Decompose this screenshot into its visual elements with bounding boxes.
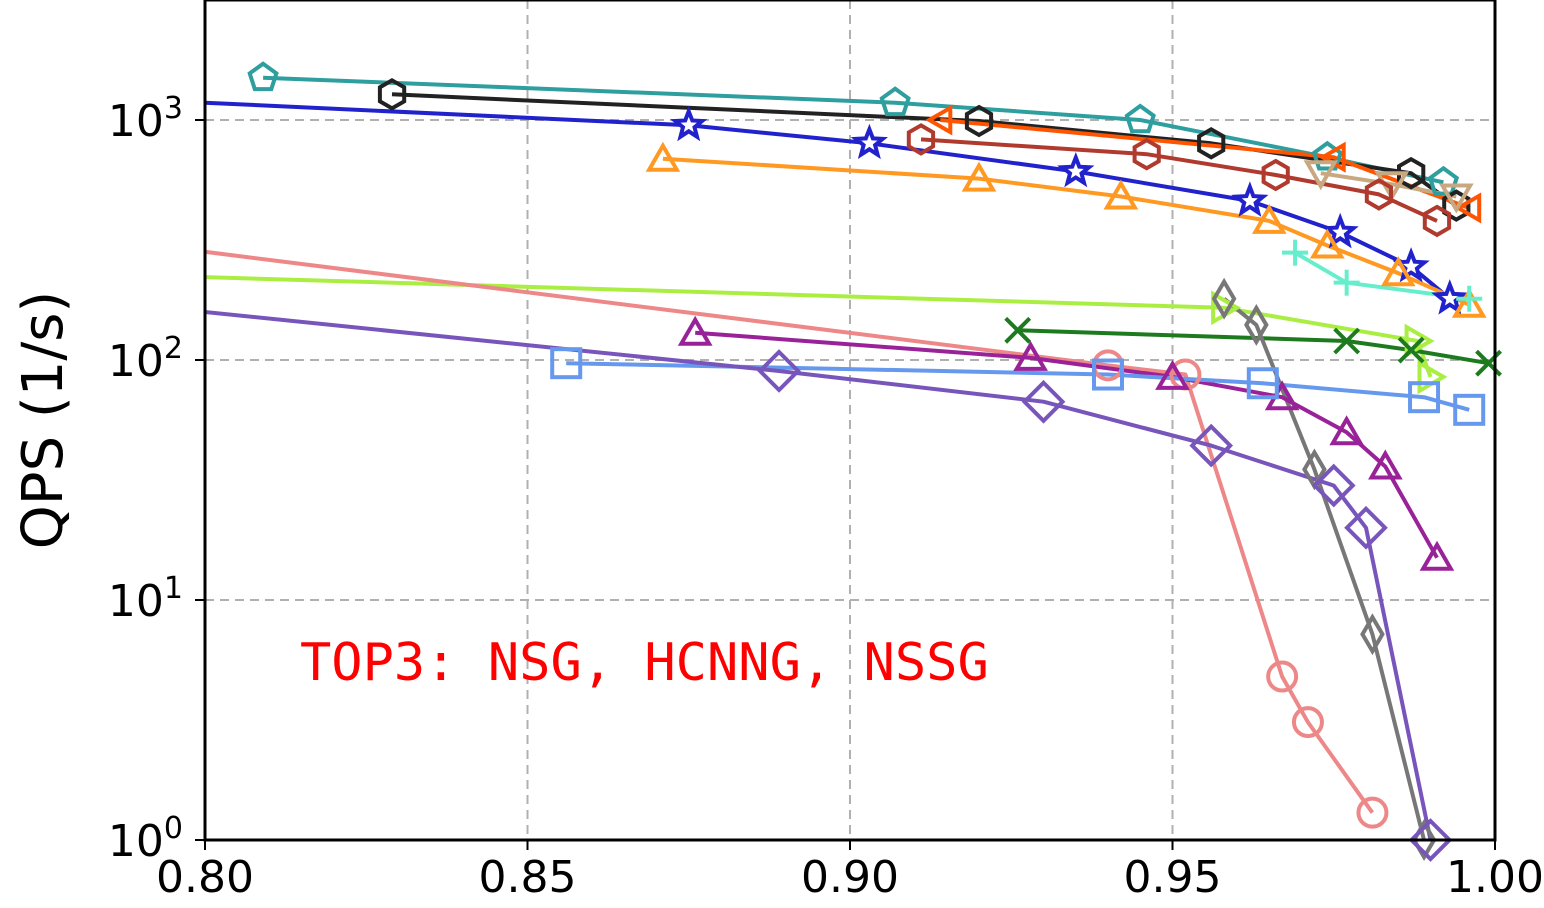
x-tick-label: 0.85 bbox=[479, 852, 577, 903]
annotation-top3: TOP3: NSG, HCNNG, NSSG bbox=[300, 633, 989, 693]
data-point-star bbox=[1057, 151, 1095, 188]
data-point-pentagon bbox=[879, 86, 911, 117]
data-point-triangle bbox=[1380, 256, 1416, 287]
x-tick-label: 1.00 bbox=[1446, 852, 1544, 903]
y-tick-label: 101 bbox=[108, 571, 183, 627]
series-line bbox=[205, 309, 1433, 840]
y-tick-exponent: 1 bbox=[164, 571, 183, 606]
data-point-hexagon bbox=[906, 123, 936, 156]
data-point-triangle bbox=[1103, 179, 1139, 210]
data-point-triangle bbox=[1368, 449, 1403, 480]
data-point-triangle bbox=[645, 141, 681, 172]
data-point-x bbox=[1333, 327, 1361, 355]
y-tick-label: 102 bbox=[108, 331, 183, 387]
data-point-star bbox=[1321, 212, 1359, 249]
x-tick-label: 0.95 bbox=[1124, 852, 1222, 903]
data-point-triangle bbox=[1251, 203, 1287, 234]
x-tick-label: 0.80 bbox=[156, 852, 254, 903]
series-line bbox=[1222, 297, 1426, 840]
data-point-hexagon bbox=[1422, 204, 1452, 238]
data-point-tri-down bbox=[1303, 160, 1339, 191]
data-point-pentagon bbox=[1311, 140, 1343, 171]
data-point-square bbox=[550, 347, 583, 380]
data-point-diamond bbox=[1189, 423, 1234, 468]
data-point-hexagon bbox=[1397, 156, 1426, 190]
data-point-hexagon bbox=[1261, 158, 1290, 192]
series-line bbox=[205, 275, 1433, 378]
data-point-diamond bbox=[1021, 379, 1066, 424]
data-point-tri-left bbox=[1454, 192, 1482, 224]
markers-layer bbox=[247, 61, 1502, 862]
data-point-square bbox=[1246, 367, 1279, 400]
data-point-x bbox=[1475, 349, 1502, 377]
data-point-hexagon bbox=[964, 104, 994, 138]
x-axis: 0.80 0.85 0.90 0.95 1.00 bbox=[156, 840, 1544, 903]
data-point-diamond bbox=[757, 349, 801, 393]
data-point-hexagon bbox=[377, 77, 407, 111]
data-point-square bbox=[1408, 381, 1441, 414]
data-point-triangle bbox=[1013, 340, 1048, 371]
data-point-diamond bbox=[1408, 818, 1453, 862]
data-point-diamond bbox=[1344, 505, 1388, 550]
series-line bbox=[695, 330, 1439, 559]
data-point-triangle bbox=[1419, 540, 1455, 571]
series-line bbox=[662, 156, 1471, 307]
series-line bbox=[1017, 328, 1489, 366]
data-point-tri-down bbox=[1438, 183, 1474, 214]
y-tick-label: 103 bbox=[108, 91, 183, 147]
data-point-hexagon bbox=[1197, 126, 1226, 160]
y-axis-label: QPS (1/s) bbox=[11, 291, 76, 550]
data-point-triangle bbox=[961, 161, 997, 192]
y-tick-base: 10 bbox=[108, 336, 164, 387]
data-point-triangle bbox=[677, 315, 713, 346]
data-point-pentagon bbox=[247, 61, 279, 92]
series-layer bbox=[205, 75, 1489, 840]
data-point-circle bbox=[1356, 796, 1389, 829]
data-point-x bbox=[1397, 336, 1425, 364]
data-point-hexagon bbox=[1442, 189, 1471, 222]
x-tick-label: 0.90 bbox=[801, 852, 899, 903]
y-tick-base: 10 bbox=[108, 816, 164, 867]
y-tick-base: 10 bbox=[108, 96, 164, 147]
data-point-circle bbox=[1266, 660, 1299, 693]
y-tick-exponent: 0 bbox=[164, 811, 183, 846]
data-point-triangle bbox=[1309, 228, 1345, 259]
data-point-pentagon bbox=[1427, 165, 1460, 196]
series-line bbox=[205, 249, 1375, 814]
y-tick-exponent: 2 bbox=[164, 331, 183, 366]
data-point-thin-diamond bbox=[1360, 613, 1385, 656]
data-point-hexagon bbox=[1132, 137, 1161, 171]
series-line bbox=[391, 92, 1458, 208]
y-tick-exponent: 3 bbox=[164, 91, 183, 126]
data-point-thin-diamond bbox=[1211, 277, 1237, 320]
data-point-triangle bbox=[1329, 415, 1364, 446]
data-point-pentagon bbox=[1124, 103, 1156, 134]
data-point-x bbox=[1004, 316, 1032, 344]
data-point-triangle bbox=[1155, 359, 1190, 390]
data-point-star bbox=[850, 123, 888, 160]
data-point-star bbox=[1431, 279, 1469, 315]
data-point-star bbox=[670, 105, 708, 142]
data-point-hexagon bbox=[1364, 178, 1393, 211]
data-point-diamond bbox=[1311, 463, 1356, 508]
data-point-star bbox=[1231, 181, 1269, 217]
data-point-tri-right bbox=[1404, 323, 1435, 359]
data-point-tri-left bbox=[925, 104, 953, 136]
series-line bbox=[920, 137, 1438, 223]
data-point-thin-diamond bbox=[1244, 303, 1269, 346]
y-tick-base: 10 bbox=[108, 576, 164, 627]
data-point-square bbox=[1453, 393, 1486, 426]
data-point-triangle bbox=[1451, 287, 1487, 318]
y-tick-label: 100 bbox=[108, 811, 183, 867]
data-point-square bbox=[1092, 358, 1124, 391]
data-point-circle bbox=[1291, 706, 1324, 739]
